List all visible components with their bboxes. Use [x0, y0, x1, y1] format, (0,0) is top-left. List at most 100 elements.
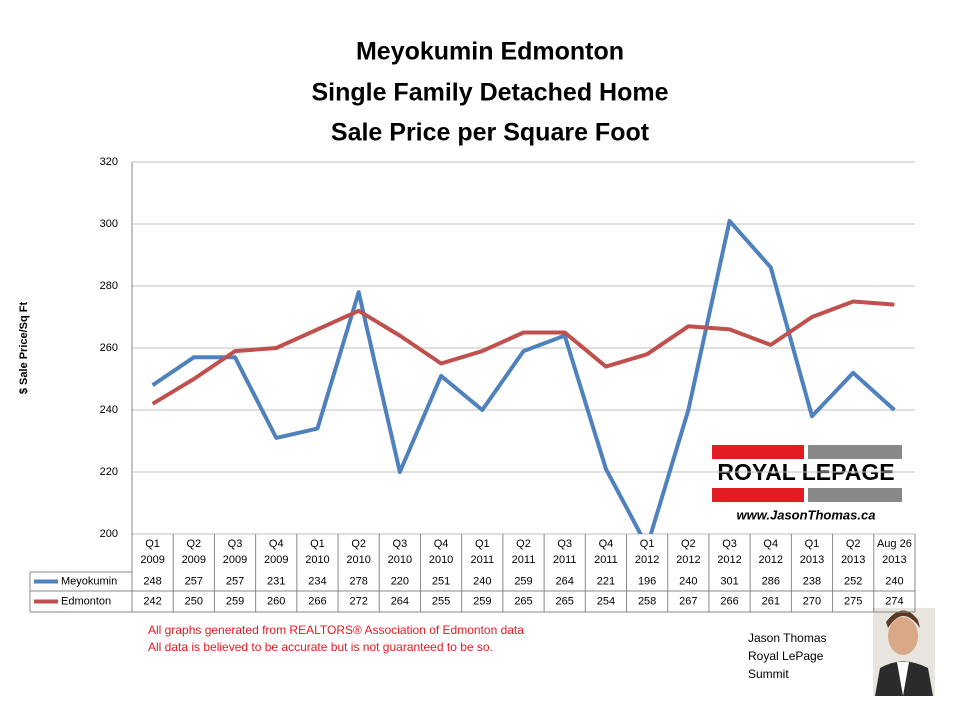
table-value: 270 — [803, 595, 821, 607]
table-value: 257 — [226, 575, 244, 587]
table-value: 258 — [638, 595, 656, 607]
table-value: 259 — [473, 595, 491, 607]
x-tick-label: Q2 — [516, 538, 531, 550]
series-line — [151, 218, 896, 534]
x-tick-label: Q3 — [228, 538, 243, 550]
logo-bar — [712, 488, 804, 502]
table-value: 261 — [762, 595, 780, 607]
table-value: 274 — [885, 595, 903, 607]
x-tick-label: Q4 — [599, 538, 614, 550]
y-axis-label: $ Sale Price/Sq Ft — [18, 302, 30, 395]
table-value: 259 — [514, 575, 532, 587]
table-value: 238 — [803, 575, 821, 587]
x-tick-label: Q3 — [722, 538, 737, 550]
y-tick-label: 220 — [100, 466, 118, 478]
x-tick-label: 2009 — [140, 554, 164, 566]
x-tick-label: 2012 — [676, 554, 700, 566]
agent-photo — [873, 608, 935, 696]
table-value: 251 — [432, 575, 450, 587]
x-tick-label: Q3 — [557, 538, 572, 550]
photo-hair — [886, 610, 920, 628]
x-tick-label: Q1 — [475, 538, 490, 550]
y-tick-label: 260 — [100, 342, 118, 354]
x-tick-label: Q2 — [846, 538, 861, 550]
logo-bar — [712, 445, 804, 459]
table-value: 240 — [473, 575, 491, 587]
logo-url: www.JasonThomas.ca — [737, 507, 876, 522]
photo-face — [888, 617, 918, 655]
chart-title: Sale Price per Square Foot — [331, 119, 650, 147]
table-value: 250 — [185, 595, 203, 607]
x-tick-label: Q1 — [145, 538, 160, 550]
table-value: 248 — [143, 575, 161, 587]
table-value: 272 — [349, 595, 367, 607]
logo-stripes — [808, 488, 902, 502]
logo: ROYAL LEPAGE www.JasonThomas.ca — [712, 445, 902, 522]
x-tick-label: 2010 — [346, 554, 370, 566]
table-value: 266 — [308, 595, 326, 607]
x-tick-label: Q3 — [393, 538, 408, 550]
x-tick-label: 2010 — [305, 554, 329, 566]
agent-text: Jason Thomas — [748, 631, 827, 645]
table-value: 260 — [267, 595, 285, 607]
x-tick-label: 2011 — [470, 554, 494, 566]
x-tick-label: 2011 — [553, 554, 577, 566]
x-tick-label: Q4 — [763, 538, 778, 550]
x-tick-label: 2011 — [594, 554, 618, 566]
x-tick-label: 2010 — [429, 554, 453, 566]
agent-text: Royal LePage — [748, 649, 824, 663]
y-tick-label: 320 — [100, 156, 118, 168]
table-value: 264 — [556, 575, 574, 587]
x-tick-label: Q2 — [351, 538, 366, 550]
table-value: 231 — [267, 575, 285, 587]
table-value: 240 — [885, 575, 903, 587]
x-tick-label: Q1 — [640, 538, 655, 550]
x-tick-label: 2013 — [800, 554, 824, 566]
footnote: All data is believed to be accurate but … — [148, 640, 493, 654]
table-value: 301 — [720, 575, 738, 587]
x-tick-label: Q1 — [310, 538, 325, 550]
plot — [151, 218, 896, 534]
x-tick-label: Aug 26 — [877, 538, 912, 550]
x-tick-label: 2009 — [182, 554, 206, 566]
footnote: All graphs generated from REALTORS® Asso… — [148, 623, 524, 637]
table-value: 252 — [844, 575, 862, 587]
table-value: 265 — [556, 595, 574, 607]
table-value: 234 — [308, 575, 326, 587]
x-tick-label: 2009 — [223, 554, 247, 566]
x-tick-label: Q2 — [681, 538, 696, 550]
x-tick-label: Q4 — [434, 538, 449, 550]
table-value: 259 — [226, 595, 244, 607]
y-tick-label: 200 — [100, 528, 118, 540]
x-tick-label: Q1 — [805, 538, 820, 550]
y-tick-label: 300 — [100, 218, 118, 230]
x-tick-label: 2012 — [759, 554, 783, 566]
x-tick-label: 2011 — [512, 554, 536, 566]
chart-title: Single Family Detached Home — [311, 79, 668, 107]
table-value: 278 — [349, 575, 367, 587]
table-value: 257 — [185, 575, 203, 587]
photo-shirt — [897, 662, 909, 696]
table-value: 275 — [844, 595, 862, 607]
table-value: 266 — [720, 595, 738, 607]
table-value: 286 — [762, 575, 780, 587]
chart-title: Meyokumin Edmonton — [356, 38, 624, 66]
table-value: 242 — [143, 595, 161, 607]
x-tick-label: 2012 — [635, 554, 659, 566]
table-value: 196 — [638, 575, 656, 587]
x-tick-label: 2013 — [882, 554, 906, 566]
x-tick-label: 2012 — [717, 554, 741, 566]
x-tick-label: 2009 — [264, 554, 288, 566]
table-value: 221 — [597, 575, 615, 587]
table-value: 254 — [597, 595, 615, 607]
legend-label: Meyokumin — [61, 575, 117, 587]
table-value: 255 — [432, 595, 450, 607]
table-value: 264 — [391, 595, 409, 607]
table-value: 267 — [679, 595, 697, 607]
y-tick-label: 240 — [100, 404, 118, 416]
series-line — [151, 299, 895, 406]
x-tick-label: Q4 — [269, 538, 284, 550]
table-value: 240 — [679, 575, 697, 587]
x-tick-label: 2010 — [388, 554, 412, 566]
